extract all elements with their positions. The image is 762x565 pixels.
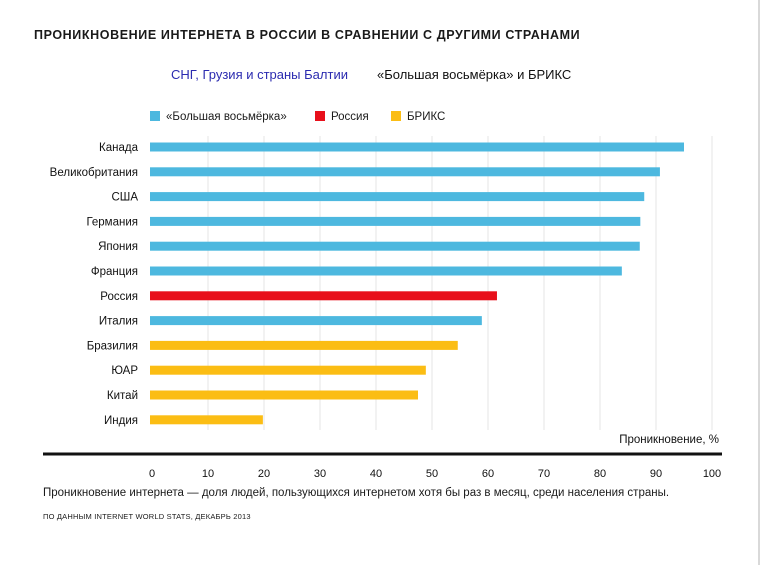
x-tick-label: 30 bbox=[314, 468, 326, 480]
x-tick-label: 40 bbox=[370, 468, 382, 480]
x-tick-label: 10 bbox=[202, 468, 214, 480]
bar-6 bbox=[150, 266, 622, 276]
bar-3 bbox=[150, 192, 645, 202]
category-label: Великобритания bbox=[50, 167, 138, 179]
bar-5 bbox=[150, 241, 640, 251]
x-tick-label: 60 bbox=[482, 468, 494, 480]
category-label: Россия bbox=[100, 291, 138, 303]
bar-2 bbox=[150, 167, 660, 177]
x-axis-label: Проникновение, % bbox=[619, 434, 719, 446]
chart-bars bbox=[150, 142, 684, 425]
legend-label-g8: «Большая восьмёрка» bbox=[166, 111, 287, 123]
bar-9 bbox=[150, 340, 458, 350]
tab-g8-brics[interactable]: «Большая восьмёрка» и БРИКС bbox=[377, 67, 572, 82]
chart-tick-labels: 0 10 20 30 40 50 60 70 80 90 100 bbox=[149, 468, 721, 480]
legend-item-g8: «Большая восьмёрка» bbox=[150, 111, 287, 123]
category-label: Канада bbox=[99, 142, 139, 154]
category-label: Индия bbox=[104, 415, 138, 427]
legend-swatch-g8 bbox=[150, 111, 160, 121]
legend-item-brics: БРИКС bbox=[391, 111, 445, 123]
bar-8 bbox=[150, 316, 482, 326]
x-tick-label: 20 bbox=[258, 468, 270, 480]
x-tick-label: 90 bbox=[650, 468, 662, 480]
x-tick-label: 70 bbox=[538, 468, 550, 480]
x-tick-label: 100 bbox=[703, 468, 721, 480]
bar-1 bbox=[150, 142, 684, 152]
bar-7 bbox=[150, 291, 497, 301]
bar-11 bbox=[150, 390, 418, 400]
category-label: Франция bbox=[91, 266, 138, 278]
legend-label-brics: БРИКС bbox=[407, 111, 446, 123]
bar-4 bbox=[150, 216, 641, 226]
footnote: Проникновение интернета — доля людей, по… bbox=[43, 487, 670, 499]
legend-swatch-russia bbox=[315, 111, 325, 121]
bar-12 bbox=[150, 415, 263, 425]
category-label: Китай bbox=[107, 390, 138, 402]
legend-item-russia: Россия bbox=[315, 111, 369, 123]
category-label: Бразилия bbox=[87, 340, 138, 352]
category-label: Германия bbox=[86, 216, 138, 228]
x-tick-label: 0 bbox=[149, 468, 155, 480]
category-label: США bbox=[111, 192, 138, 204]
chart-category-labels: Канада Великобритания США Германия Япония Фра… bbox=[50, 142, 139, 427]
category-label: Италия bbox=[99, 316, 138, 328]
category-label: ЮАР bbox=[111, 365, 138, 377]
x-tick-label: 50 bbox=[426, 468, 438, 480]
legend-label-russia: Россия bbox=[331, 111, 369, 123]
legend-swatch-brics bbox=[391, 111, 401, 121]
bar-10 bbox=[150, 365, 426, 375]
chart-title: ПРОНИКНОВЕНИЕ ИНТЕРНЕТА В РОССИИ В СРАВН… bbox=[34, 28, 581, 42]
source-credit: ПО ДАННЫМ INTERNET WORLD STATS, ДЕКАБРЬ … bbox=[43, 512, 251, 521]
x-tick-label: 80 bbox=[594, 468, 606, 480]
tab-cis-georgia-baltics[interactable]: СНГ, Грузия и страны Балтии bbox=[171, 67, 348, 82]
chart-gridlines bbox=[207, 136, 713, 430]
category-label: Япония bbox=[98, 241, 138, 253]
